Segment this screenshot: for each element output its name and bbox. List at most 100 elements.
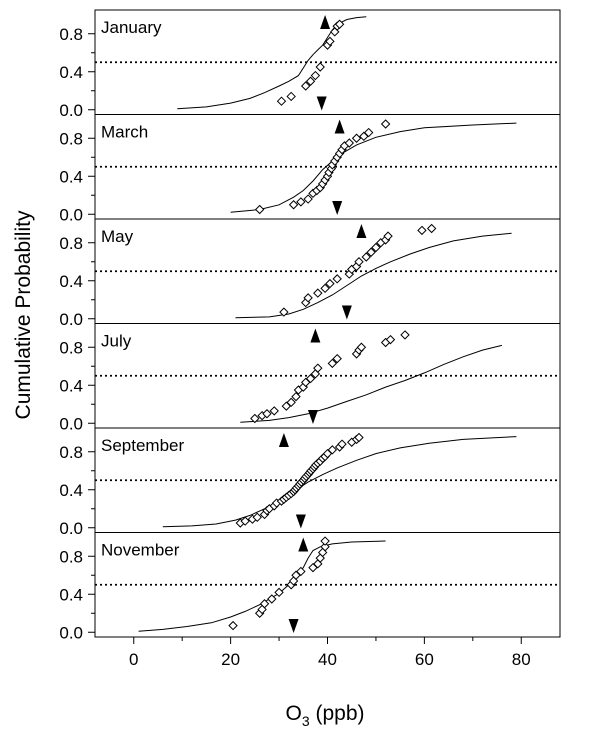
data-point-diamond: [310, 70, 321, 81]
data-point-diamond: [320, 536, 330, 546]
y-tick-label: 0.0: [59, 414, 83, 433]
up-arrow-marker: [334, 119, 345, 134]
cdf-curve: [235, 232, 512, 319]
panel-month-label: January: [101, 18, 162, 37]
data-point-diamond: [315, 62, 325, 72]
data-point-diamond: [228, 620, 238, 631]
data-point-diamond: [385, 334, 396, 345]
x-axis-label-subscript: 3: [302, 713, 310, 729]
up-arrow-marker: [310, 328, 321, 343]
data-point-diamond: [320, 542, 330, 552]
data-point-diamond: [371, 242, 381, 253]
data-point-diamond: [288, 200, 299, 210]
data-point-diamond: [296, 197, 306, 207]
data-point-diamond: [332, 353, 342, 364]
panel-may: 0.0 0.4 0.8 May: [59, 218, 561, 329]
data-point-diamond: [259, 599, 270, 609]
data-point-diamond: [400, 330, 410, 340]
data-point-diamond: [366, 247, 376, 257]
y-tick-label: 0.0: [59, 101, 83, 120]
data-point-diamond: [361, 252, 371, 262]
y-tick-label: 0.8: [59, 547, 83, 566]
x-axis-label-unit: (ppb): [310, 702, 365, 725]
data-point-diamond: [262, 409, 272, 419]
panel-month-label: May: [101, 227, 134, 246]
up-arrow-marker: [356, 224, 367, 238]
panel-march: 0.0 0.4 0.8 March: [59, 114, 561, 224]
data-point-diamond: [305, 373, 316, 384]
data-point-diamond: [300, 81, 311, 91]
data-point-diamond: [356, 342, 367, 352]
data-point-diamond: [303, 194, 313, 204]
data-point-diamond: [344, 138, 355, 148]
x-axis-label: O3 (ppb): [286, 702, 365, 729]
cdf-curve: [162, 436, 517, 528]
cdf-curve: [240, 344, 503, 423]
data-point-diamond: [354, 432, 364, 443]
y-tick-label: 0.8: [59, 129, 83, 148]
x-tick-label: 60: [415, 650, 434, 669]
x-tick-label: 40: [318, 650, 337, 669]
data-point-diamond: [363, 127, 374, 138]
y-tick-label: 0.8: [59, 443, 83, 462]
y-tick-label: 0.0: [59, 519, 83, 538]
data-point-diamond: [267, 594, 277, 604]
data-point-diamond: [303, 293, 313, 303]
down-arrow-marker: [295, 514, 306, 529]
up-arrow-marker: [278, 433, 289, 447]
up-arrow-marker: [320, 15, 331, 29]
y-tick-label: 0.0: [59, 310, 83, 329]
y-tick-label: 0.0: [59, 623, 83, 642]
y-tick-label: 0.4: [59, 585, 83, 604]
y-tick-label: 0.4: [59, 481, 83, 500]
panel-september: 0.0 0.4 0.8 September: [59, 427, 561, 538]
panel-month-label: November: [101, 541, 180, 560]
cdf-curve: [230, 122, 517, 213]
x-axis-label-main: O: [286, 702, 302, 725]
data-point-diamond: [274, 587, 284, 598]
data-point-diamond: [276, 96, 287, 106]
data-point-diamond: [250, 413, 260, 424]
data-point-diamond: [325, 278, 335, 289]
y-tick-label: 0.4: [59, 167, 83, 186]
data-point-diamond: [332, 274, 342, 284]
y-tick-label: 0.4: [59, 376, 83, 395]
panel-month-label: March: [101, 123, 148, 142]
data-point-diamond: [269, 406, 279, 416]
data-point-diamond: [296, 566, 306, 577]
panel-november: 0.0 0.4 0.8 November 0 20 40 60 80: [59, 532, 561, 669]
data-point-diamond: [351, 133, 362, 143]
down-arrow-marker: [332, 201, 343, 215]
panel-month-label: September: [101, 436, 184, 455]
data-point-diamond: [354, 257, 364, 267]
data-point-diamond: [286, 397, 296, 408]
data-point-diamond: [240, 516, 250, 526]
data-point-diamond: [286, 91, 296, 102]
y-tick-label: 0.8: [59, 338, 83, 357]
down-arrow-marker: [341, 305, 352, 320]
panel-january: 0.0 0.4 0.8 January: [59, 9, 561, 120]
data-point-diamond: [305, 76, 316, 86]
data-point-diamond: [313, 363, 323, 373]
data-point-diamond: [291, 391, 301, 402]
down-arrow-marker: [316, 96, 327, 111]
y-tick-label: 0.8: [59, 25, 83, 44]
x-tick-label: 0: [129, 650, 138, 669]
y-tick-label: 0.4: [59, 63, 83, 82]
data-point-diamond: [320, 283, 330, 294]
data-point-diamond: [383, 231, 393, 241]
data-point-diamond: [426, 223, 437, 234]
data-point-diamond: [313, 288, 323, 298]
down-arrow-marker: [307, 410, 318, 424]
up-arrow-marker: [298, 537, 309, 552]
x-tick-label: 80: [512, 650, 531, 669]
y-tick-label: 0.0: [59, 205, 83, 224]
data-point-diamond: [327, 358, 338, 369]
data-point-diamond: [334, 19, 345, 29]
y-tick-label: 0.8: [59, 234, 83, 253]
y-axis-label: Cumulative Probability: [12, 210, 35, 419]
data-point-diamond: [325, 36, 335, 47]
data-point-diamond: [279, 307, 289, 317]
